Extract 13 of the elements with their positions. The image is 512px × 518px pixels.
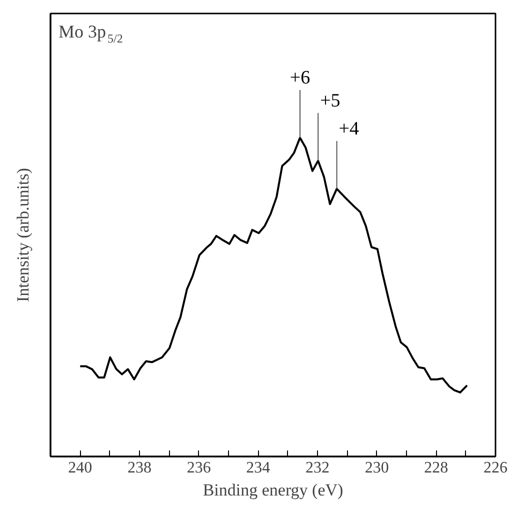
y-axis-title: Intensity (arb.units): [14, 168, 32, 302]
annotation: +4: [338, 118, 360, 140]
x-tick-label: 226: [484, 460, 508, 476]
annotation: +6: [290, 68, 310, 89]
x-tick-label: 232: [306, 460, 330, 476]
x-tick-label: 228: [424, 460, 448, 476]
annotation: +5: [320, 90, 340, 112]
x-tick-label: 238: [128, 460, 152, 476]
x-tick-label: 230: [364, 460, 389, 476]
x-tick-label: 234: [246, 460, 270, 476]
x-tick-label: 240: [68, 460, 92, 476]
x-tick-label: 236: [186, 460, 211, 476]
x-axis-title: Binding energy (eV): [202, 480, 344, 500]
